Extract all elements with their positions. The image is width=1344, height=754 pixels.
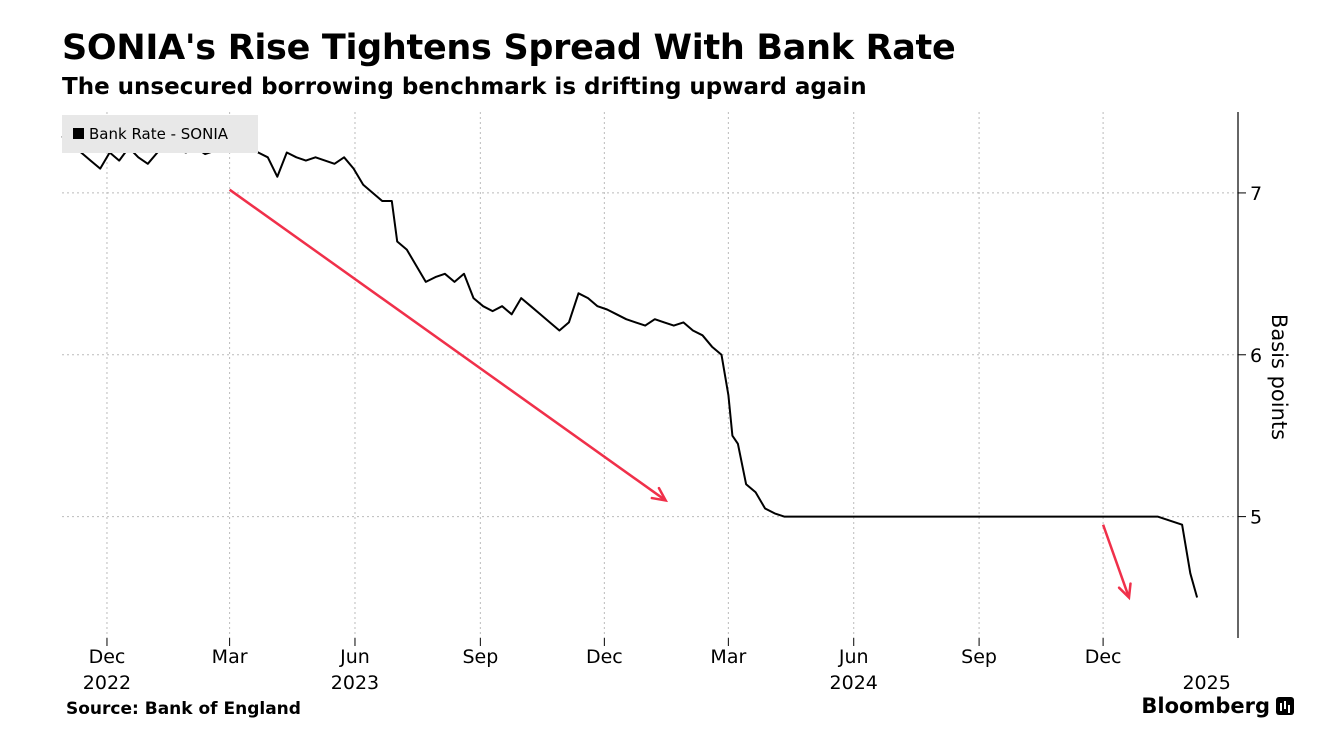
- x-tick-label: Sep: [961, 646, 997, 668]
- brand-name: Bloomberg: [1141, 694, 1270, 718]
- annotation-arrow-head: [650, 486, 669, 503]
- annotation-arrow-head: [1117, 582, 1132, 601]
- x-tick-label: Jun: [838, 646, 869, 668]
- x-tick-label: Sep: [462, 646, 498, 668]
- y-tick-label: 5: [1250, 507, 1262, 529]
- x-tick-label: Dec: [1085, 646, 1122, 668]
- x-tick-label: Mar: [212, 646, 248, 668]
- legend-swatch: [73, 128, 84, 139]
- bloomberg-terminal-icon: [1276, 697, 1294, 715]
- series-line: [61, 130, 1199, 598]
- source-note: Source: Bank of England: [66, 699, 301, 719]
- annotation-arrow-shaft: [1101, 524, 1131, 598]
- grid-layer: [62, 112, 1238, 638]
- chart-title: SONIA's Rise Tightens Spread With Bank R…: [62, 28, 956, 68]
- axis-layer: 5 6 7 Dec 2022 Mar Jun 2023 Sep Dec Mar Jun 2024 Sep D…: [83, 112, 1262, 694]
- legend-label: Bank Rate - SONIA: [89, 125, 229, 143]
- x-year-label: 2022: [83, 672, 131, 694]
- x-tick-label: Mar: [710, 646, 746, 668]
- y-tick-label: 7: [1250, 183, 1262, 205]
- annotation-arrow-shaft: [228, 188, 667, 502]
- annotation-layer: [228, 188, 1132, 601]
- y-tick-label: 6: [1250, 345, 1262, 367]
- x-year-label: 2025: [1182, 672, 1230, 694]
- y-axis-label: Basis points: [1267, 314, 1291, 440]
- series-layer: [61, 130, 1199, 598]
- chart-subtitle: The unsecured borrowing benchmark is dri…: [62, 74, 867, 100]
- legend-background: [62, 115, 258, 153]
- x-tick-label: Dec: [586, 646, 623, 668]
- x-year-label: 2024: [830, 672, 878, 694]
- x-year-label: 2023: [331, 672, 379, 694]
- legend: Bank Rate - SONIA: [62, 115, 258, 153]
- brand-logo: Bloomberg: [1141, 694, 1294, 718]
- x-tick-label: Dec: [89, 646, 126, 668]
- x-tick-label: Jun: [339, 646, 370, 668]
